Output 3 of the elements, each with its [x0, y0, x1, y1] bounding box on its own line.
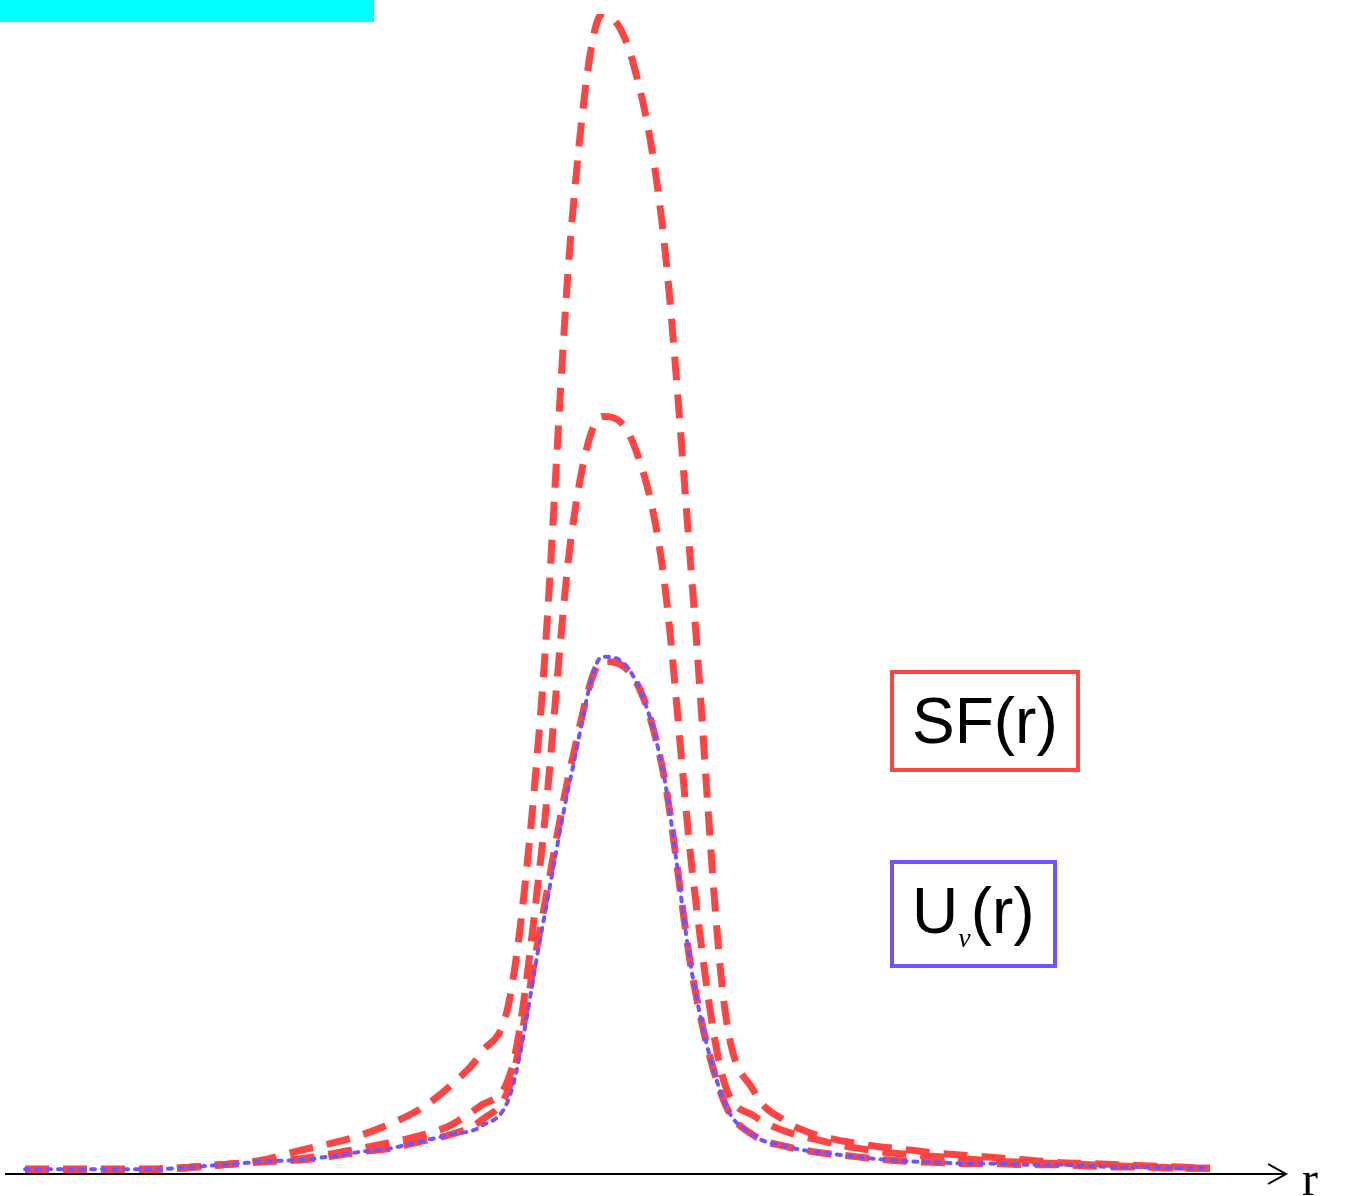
- text: SF(r): [890, 670, 1080, 772]
- text: U$_{ν}$(r): [890, 860, 1057, 968]
- x-axis-title: r: [1302, 1151, 1318, 1196]
